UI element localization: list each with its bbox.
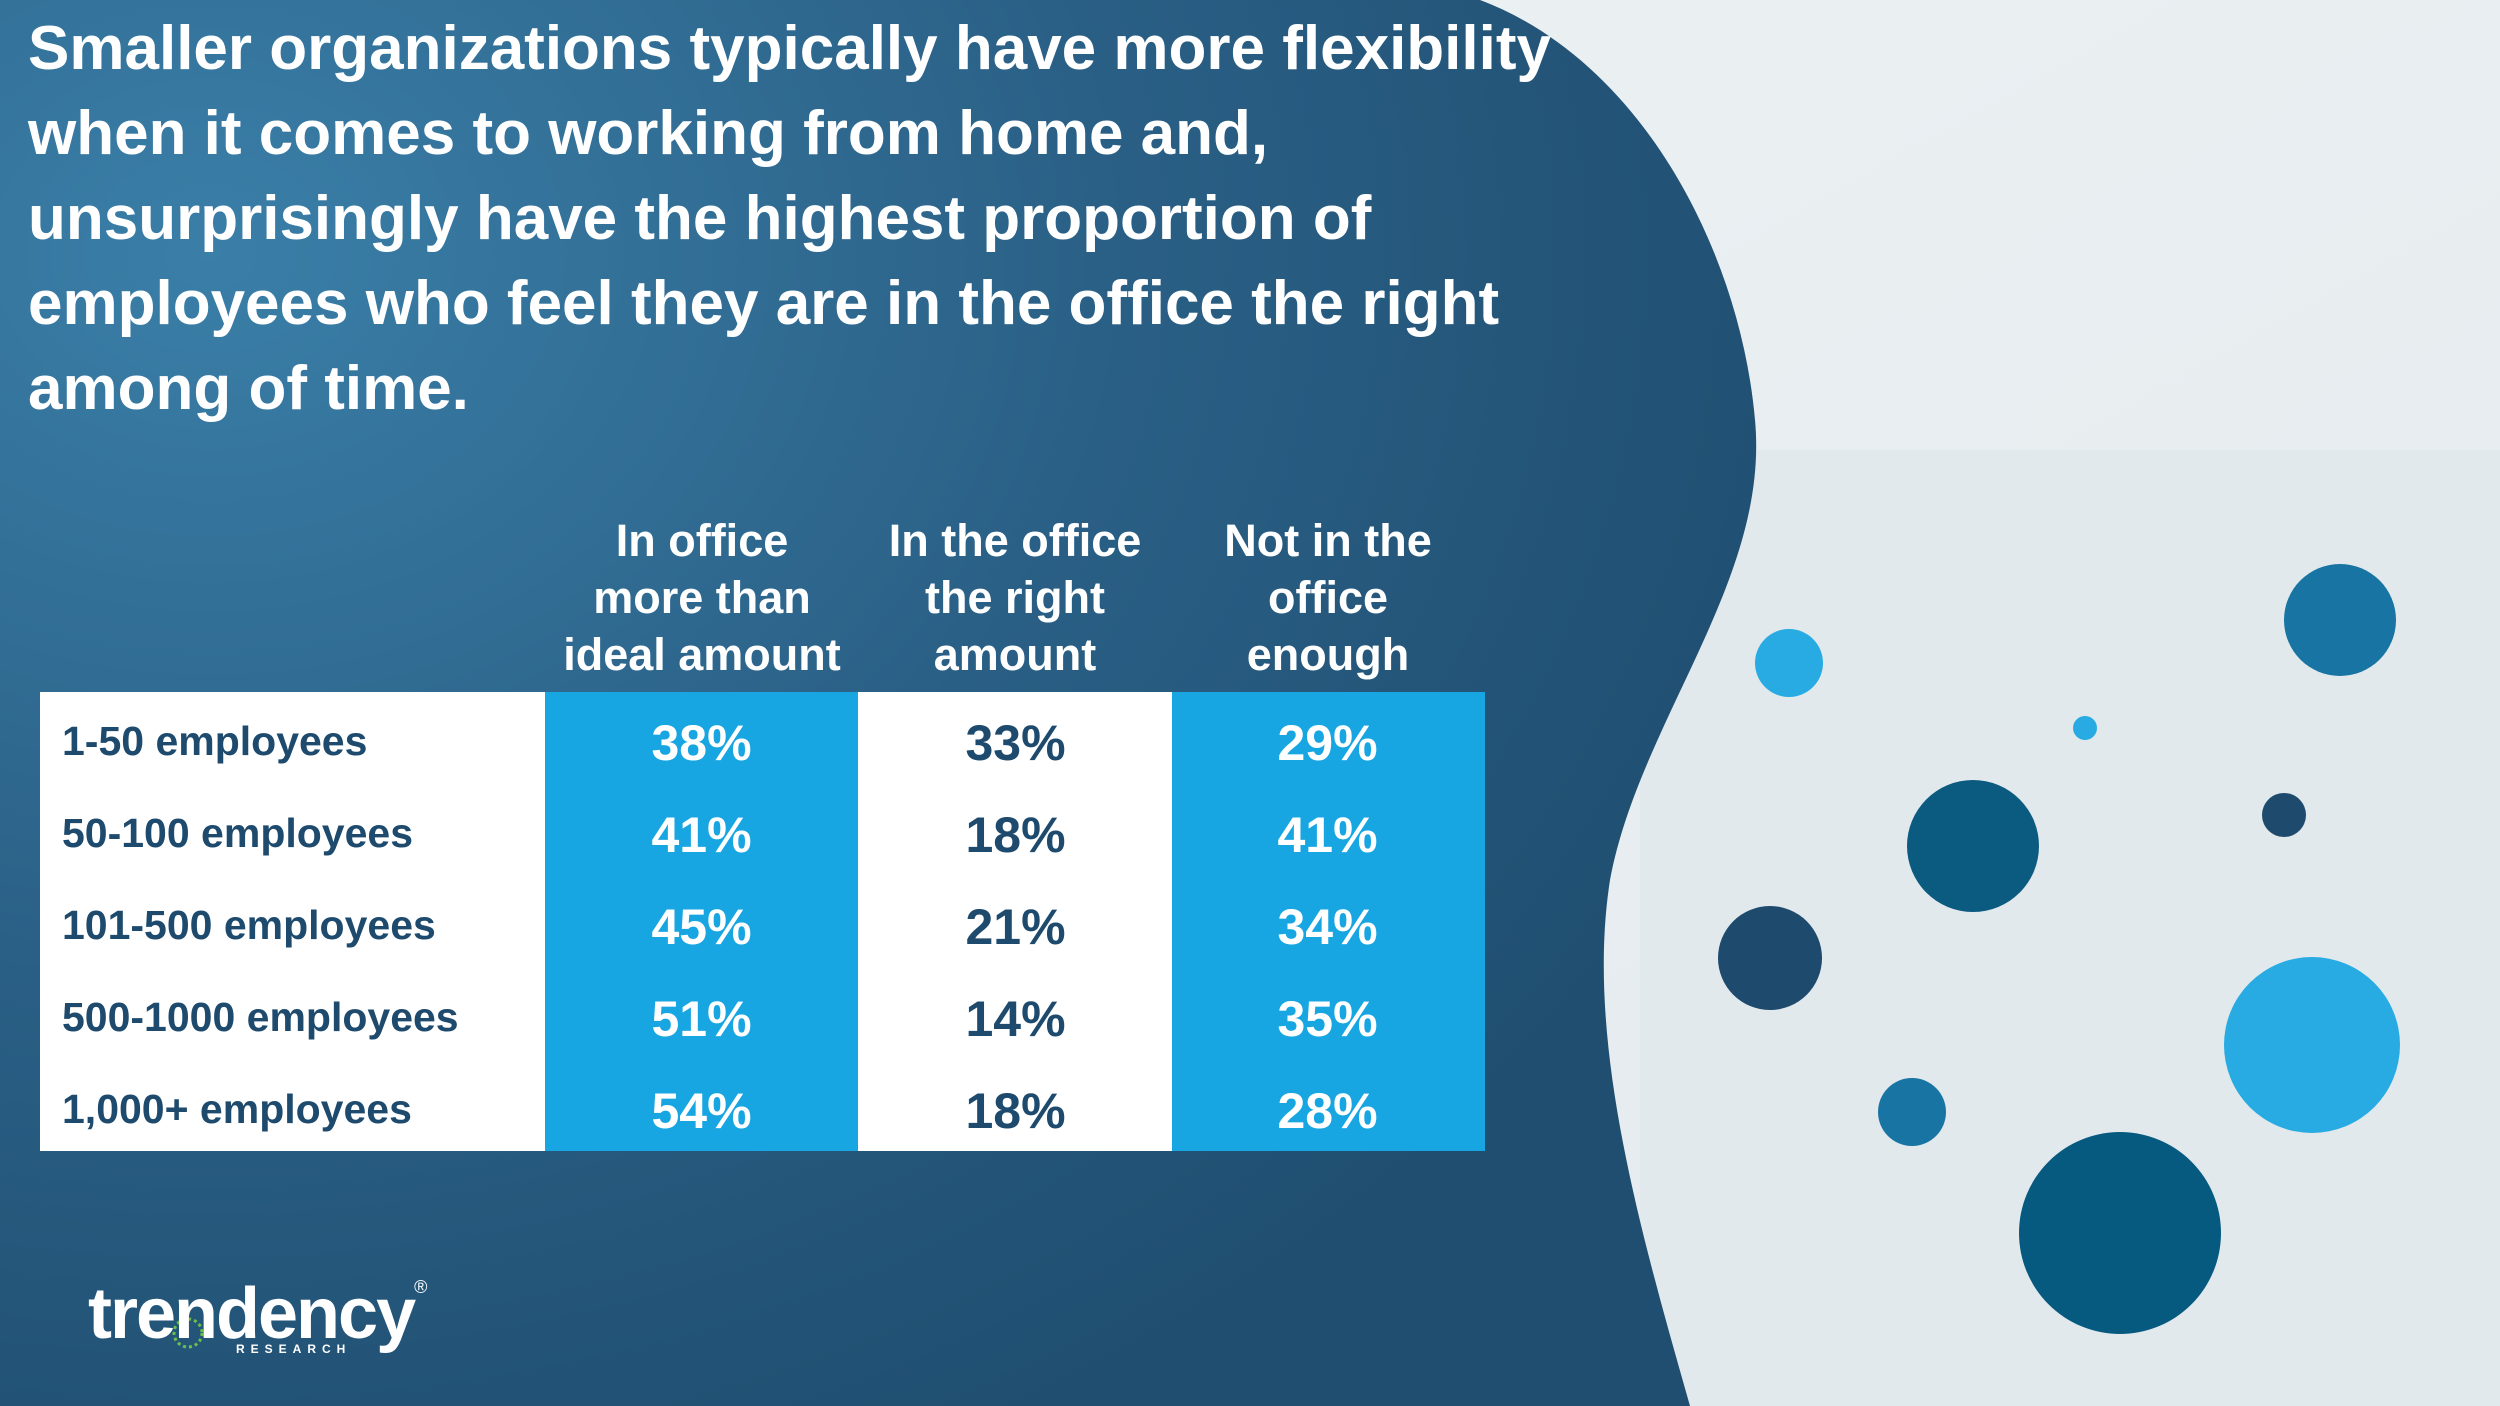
value-cell: 51% <box>651 991 752 1047</box>
decor-circle <box>2224 957 2400 1133</box>
value-cell: 14% <box>965 991 1066 1047</box>
row-label: 1,000+ employees <box>62 1086 412 1132</box>
decor-circle <box>2019 1132 2221 1334</box>
value-cell: 35% <box>1277 991 1378 1047</box>
decor-circle <box>1755 629 1823 697</box>
column-header-line: enough <box>1246 629 1410 680</box>
value-cell: 21% <box>965 899 1066 955</box>
column-header-line: office <box>1267 572 1388 623</box>
decor-circle <box>1878 1078 1946 1146</box>
table-row: 101-500 employees 45% 21% 34% <box>40 881 1485 973</box>
column-header: In the office the right amount <box>859 512 1171 692</box>
column-header: Not in the office enough <box>1172 512 1484 692</box>
column-fill-3 <box>1172 692 1485 1151</box>
row-label: 500-1000 employees <box>62 994 459 1040</box>
column-header-line: the right <box>925 572 1105 623</box>
row-label: 101-500 employees <box>62 902 436 948</box>
table-row: 1,000+ employees 54% 18% 28% <box>40 1065 1485 1157</box>
column-header-line: In the office <box>888 515 1142 566</box>
column-header-line: ideal amount <box>563 629 841 680</box>
value-cell: 34% <box>1277 899 1378 955</box>
column-header-line: In office <box>615 515 789 566</box>
trademark-mark: ® <box>414 1277 428 1297</box>
row-label: 50-100 employees <box>62 810 414 856</box>
value-cell: 29% <box>1277 715 1378 771</box>
column-header-line: amount <box>933 629 1097 680</box>
logo-tagline: RESEARCH <box>236 1342 352 1356</box>
table-row: 50-100 employees 41% 18% 41% <box>40 789 1485 881</box>
row-label: 1-50 employees <box>62 718 368 764</box>
decorative-circles <box>1718 564 2400 1334</box>
value-cell: 41% <box>651 807 752 863</box>
headline: Smaller organizations typically have mor… <box>28 14 1551 423</box>
trendency-logo-icon <box>172 1317 204 1349</box>
value-cell: 28% <box>1277 1083 1378 1139</box>
column-header-line: Not in the <box>1224 515 1432 566</box>
decor-circle <box>2284 564 2396 676</box>
column-fill-1 <box>545 692 858 1151</box>
value-cell: 33% <box>965 715 1066 771</box>
table-row: 500-1000 employees 51% 14% 35% <box>40 973 1485 1065</box>
trendency-logo: trendency® <box>88 1278 427 1350</box>
decor-circle <box>1907 780 2039 912</box>
value-cell: 54% <box>651 1083 752 1139</box>
value-cell: 18% <box>965 807 1066 863</box>
decor-circle <box>1718 906 1822 1010</box>
value-cell: 45% <box>651 899 752 955</box>
column-header: In office more than ideal amount <box>546 512 858 692</box>
decor-circle <box>2073 716 2097 740</box>
value-cell: 41% <box>1277 807 1378 863</box>
table-row: 1-50 employees 38% 33% 29% <box>40 697 1485 789</box>
value-cell: 38% <box>651 715 752 771</box>
logo-wordmark: trendency <box>88 1274 416 1354</box>
decor-circle <box>2262 793 2306 837</box>
column-header-line: more than <box>593 572 811 623</box>
value-cell: 18% <box>965 1083 1066 1139</box>
